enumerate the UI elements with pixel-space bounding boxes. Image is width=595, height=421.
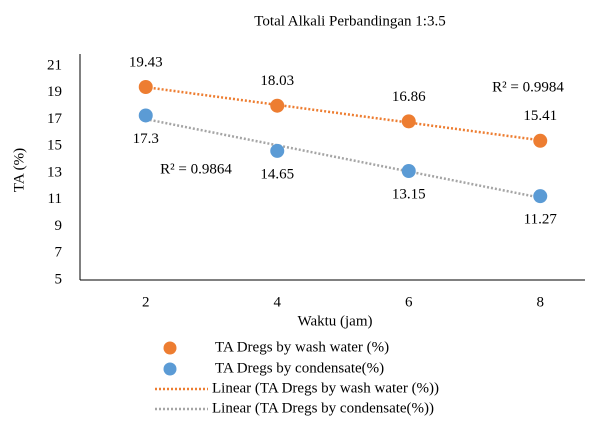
legend-marker xyxy=(163,362,177,376)
legend-label: TA Dregs by wash water (%) xyxy=(215,339,389,355)
point xyxy=(138,79,153,94)
point xyxy=(270,98,285,113)
y-tick-label: 19 xyxy=(47,84,62,100)
point xyxy=(270,143,285,158)
x-tick-label: 8 xyxy=(537,294,545,310)
x-tick-label: 4 xyxy=(274,294,282,310)
point xyxy=(401,163,416,178)
data-label: 18.03 xyxy=(260,73,294,89)
y-tick-label: 7 xyxy=(55,245,63,261)
x-axis-label: Waktu (jam) xyxy=(297,313,372,329)
point xyxy=(401,114,416,129)
annotation: R² = 0.9864 xyxy=(160,161,232,177)
x-tick-label: 2 xyxy=(142,294,150,310)
data-label: 11.27 xyxy=(524,212,558,228)
data-label: 19.43 xyxy=(129,54,163,70)
chart-title: Total Alkali Perbandingan 1:3.5 xyxy=(254,13,445,29)
legend-label: TA Dregs by condensate(%) xyxy=(215,360,384,376)
data-label: 15.41 xyxy=(523,108,557,124)
x-tick-label: 6 xyxy=(405,294,413,310)
y-tick-label: 9 xyxy=(55,218,63,234)
y-tick-label: 17 xyxy=(47,111,63,127)
legend-label: Linear (TA Dregs by condensate(%)) xyxy=(212,400,434,416)
y-tick-label: 15 xyxy=(47,138,62,154)
point xyxy=(533,133,548,148)
trendline xyxy=(145,85,541,142)
data-label: 17.3 xyxy=(133,131,159,147)
point xyxy=(533,189,548,204)
trendline xyxy=(145,117,541,199)
legend-marker xyxy=(163,341,177,355)
y-tick-label: 11 xyxy=(48,191,62,207)
y-tick-label: 21 xyxy=(47,57,62,73)
y-axis-label: TA (%) xyxy=(11,148,27,192)
annotation: R² = 0.9984 xyxy=(492,79,564,95)
data-label: 13.15 xyxy=(392,186,426,202)
data-label: 14.65 xyxy=(260,166,294,182)
y-tick-label: 13 xyxy=(47,164,62,180)
point xyxy=(138,108,153,123)
y-tick-label: 5 xyxy=(55,271,63,287)
legend-label: Linear (TA Dregs by wash water (%)) xyxy=(212,380,439,396)
data-label: 16.86 xyxy=(392,89,426,105)
